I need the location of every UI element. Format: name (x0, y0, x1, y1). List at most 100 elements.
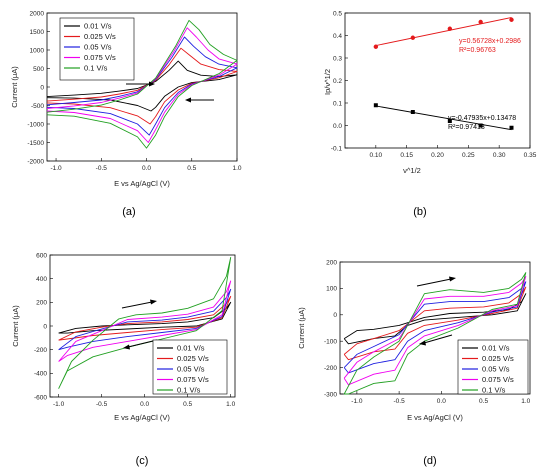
panel-a-legend-box (59, 17, 135, 81)
panel-d-arrowhead-left (419, 340, 426, 346)
x-tick-label: -0.5 (394, 398, 406, 405)
y-tick-label: 600 (36, 252, 47, 259)
legend-label-2: 0.05 V/s (84, 43, 112, 52)
data-point (373, 44, 379, 49)
panel-a-caption: (a) (122, 206, 135, 218)
y-tick-label: -500 (31, 103, 44, 110)
panel-d-arrow-left (423, 334, 453, 344)
legend-label-3: 0.075 V/s (482, 375, 514, 384)
panel-a-series (46, 19, 238, 149)
data-point (509, 125, 514, 130)
panel-a-legend: 0.01 V/s0.025 V/s 0.05 V/s0.075 V/s 0.1 V/… (59, 17, 135, 81)
y-tick-label: 200 (36, 300, 47, 307)
legend-label-3: 0.075 V/s (177, 375, 209, 384)
x-tick-label: 0.5 (187, 165, 196, 172)
data-point (478, 123, 483, 128)
y-tick-label: -2000 (27, 158, 44, 165)
data-point (509, 17, 514, 22)
legend-label-0: 0.01 V/s (482, 344, 510, 353)
panel-d-caption: (d) (423, 455, 436, 467)
cv-curve-1 (343, 286, 527, 361)
panel-d-ylabel: Current (μA) (297, 307, 306, 349)
panel-b-black-r2: R²=0.97413 (448, 124, 485, 131)
x-tick-label: 0.15 (400, 152, 413, 159)
panel-a-arrowhead-left (185, 97, 191, 103)
y-tick-label: 400 (36, 276, 47, 283)
y-tick-label: 1500 (30, 29, 45, 36)
y-tick-label: 0.1 (333, 100, 342, 107)
legend-label-0: 0.01 V/s (177, 344, 205, 353)
panel-d-arrows (416, 276, 456, 346)
panel-d-frame (339, 261, 531, 395)
y-tick-label: 0 (40, 84, 44, 91)
legend-label-4: 0.1 V/s (84, 64, 108, 73)
y-tick-label: 0.5 (333, 10, 342, 17)
y-tick-label: 2000 (30, 10, 45, 17)
y-tick-label: 1000 (30, 47, 45, 54)
x-tick-label: 0.10 (370, 152, 383, 159)
cv-curve-4 (343, 272, 527, 395)
panel-c-xlabel: E vs Ag/AgCl (V) (114, 413, 170, 422)
panel-a-arrows (126, 81, 214, 103)
panel-b-ticks: 0.10 0.15 0.20 0.25 0.30 0.35 -0.1 0.0 0.1 0.2 0.3… (331, 10, 537, 159)
panel-d-legend-box (457, 339, 529, 395)
y-tick-label: -400 (34, 371, 47, 378)
y-tick-label: 0.4 (333, 33, 342, 40)
data-point (410, 35, 416, 40)
x-tick-label: 0.0 (142, 165, 151, 172)
x-tick-label: 0.5 (479, 398, 488, 405)
legend-label-2: 0.05 V/s (177, 365, 205, 374)
y-tick-label: -1000 (27, 121, 44, 128)
x-tick-label: 0.0 (140, 401, 149, 408)
x-tick-label: -0.5 (96, 401, 108, 408)
y-tick-label: 0 (333, 312, 337, 319)
y-tick-label: -0.1 (331, 145, 343, 152)
panel-d-series (343, 272, 527, 395)
panel-b-xlabel: ν^1/2 (403, 166, 421, 175)
panel-b: 0.10 0.15 0.20 0.25 0.30 0.35 -0.1 0.0 0.1 0.2 0.3… (323, 10, 537, 218)
panel-c-ylabel: Current (μA) (11, 305, 20, 347)
cv-curve-1 (46, 47, 238, 125)
y-tick-label: -300 (324, 391, 337, 398)
y-tick-label: -100 (324, 339, 337, 346)
panel-d-arrow-right (416, 278, 452, 287)
panel-b-caption: (b) (413, 206, 426, 218)
panel-c-arrow-left (127, 339, 158, 348)
x-tick-label: -1.0 (50, 165, 62, 172)
panel-c: -1.0 -0.5 0.0 0.5 1.0-600-400-2000200400600 … (11, 252, 236, 467)
panel-d: -1.0 -0.5 0.0 0.5 1.0 -300 -200 -100 0 100 200 0.0… (297, 259, 531, 467)
y-tick-label: 0.0 (333, 123, 342, 130)
panel-d-legend: 0.01 V/s0.025 V/s 0.05 V/s0.075 V/s 0.1 V/… (457, 339, 529, 395)
panel-b-red-r2: R²=0.96763 (459, 47, 496, 54)
y-tick-label: 100 (326, 286, 337, 293)
fit-line-1 (375, 105, 512, 131)
cv-curve-4 (46, 19, 238, 149)
fit-line-0 (375, 17, 512, 46)
x-tick-label: 1.0 (226, 401, 235, 408)
legend-label-2: 0.05 V/s (482, 365, 510, 374)
cv-curve-2 (46, 36, 238, 136)
panel-c-caption: (c) (136, 455, 149, 467)
cv-curve-0 (46, 60, 238, 112)
y-tick-label: -1500 (27, 140, 44, 147)
data-point (447, 119, 452, 123)
x-tick-label: 0.20 (431, 152, 444, 159)
data-point (447, 26, 453, 31)
legend-label-1: 0.025 V/s (177, 354, 209, 363)
x-tick-label: -1.0 (351, 398, 363, 405)
panel-c-arrows (121, 299, 158, 350)
cv-curve-2 (343, 281, 527, 374)
x-tick-label: -0.5 (96, 165, 108, 172)
y-tick-label: 0.3 (333, 55, 342, 62)
data-point (410, 110, 415, 114)
y-tick-label: 0 (43, 323, 47, 330)
data-point (373, 103, 378, 108)
panel-a-xlabel: E vs Ag/AgCl (V) (114, 179, 170, 188)
cv-curve-0 (343, 293, 527, 345)
panel-c-arrowhead-right (150, 299, 157, 305)
data-point (478, 19, 483, 25)
legend-label-4: 0.1 V/s (482, 386, 506, 395)
legend-label-0: 0.01 V/s (84, 22, 112, 31)
x-tick-label: 1.0 (232, 165, 241, 172)
